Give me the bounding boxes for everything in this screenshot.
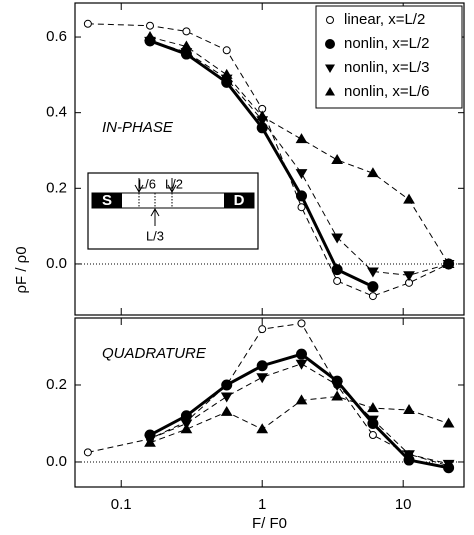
arrow	[167, 178, 177, 194]
x-tick-label: 10	[395, 496, 412, 513]
series-line	[149, 363, 449, 465]
y-axis-label: ρF / ρ0	[13, 246, 30, 293]
marker	[180, 423, 193, 434]
marker	[297, 319, 306, 328]
marker	[83, 19, 92, 28]
marker	[295, 133, 308, 144]
y-tick-label: 0.2	[46, 179, 67, 196]
legend-marker	[325, 39, 335, 49]
annotation: QUADRATURE	[102, 345, 207, 362]
legend-marker	[325, 87, 335, 96]
marker	[144, 436, 156, 447]
inset-diagram	[87, 172, 259, 250]
marker	[256, 423, 269, 434]
marker	[333, 276, 342, 285]
legend-frame	[315, 5, 463, 109]
marker	[403, 193, 415, 204]
marker	[180, 40, 193, 51]
x-tick-label: 0.1	[111, 496, 132, 513]
legend-label: linear, x=L/2	[344, 11, 425, 28]
y-tick-label: 0.0	[46, 255, 67, 272]
plot-frame	[74, 317, 465, 488]
marker	[297, 203, 306, 212]
marker	[182, 27, 191, 36]
inset-label: L/2	[165, 176, 183, 191]
arrow	[150, 207, 160, 226]
plot-frame	[74, 2, 465, 316]
marker	[220, 405, 233, 416]
marker	[367, 281, 379, 293]
marker	[367, 402, 379, 413]
marker	[331, 153, 344, 164]
legend-label: nonlin, x=L/2	[344, 35, 429, 52]
marker	[442, 417, 455, 428]
marker	[180, 410, 192, 422]
source-contact	[92, 193, 122, 208]
legend-marker	[325, 64, 335, 73]
legend-label: nonlin, x=L/3	[344, 59, 429, 76]
series-line	[87, 23, 449, 297]
y-tick-label: 0.2	[46, 376, 67, 393]
marker	[331, 380, 344, 391]
marker	[256, 360, 268, 372]
inset-label: L/3	[146, 228, 164, 243]
marker	[256, 373, 269, 384]
marker	[295, 394, 308, 405]
marker	[144, 31, 156, 42]
marker	[331, 233, 344, 244]
marker	[368, 431, 377, 440]
drain-contact	[224, 193, 254, 208]
marker	[146, 21, 155, 30]
marker	[258, 325, 267, 334]
marker	[368, 292, 377, 301]
marker	[221, 379, 233, 391]
series-line	[149, 36, 450, 265]
inset-label: S	[102, 192, 112, 209]
marker	[442, 257, 455, 268]
marker	[295, 169, 308, 180]
marker	[403, 404, 415, 415]
marker	[83, 448, 92, 457]
marker	[442, 459, 455, 470]
inset-frame	[87, 172, 259, 250]
marker	[220, 392, 233, 403]
y-tick-label: 0.0	[46, 453, 67, 470]
y-tick-label: 0.6	[46, 28, 67, 45]
legend-label: nonlin, x=L/6	[344, 83, 429, 100]
inset-label: L/6	[138, 176, 156, 191]
marker	[403, 450, 415, 461]
marker	[331, 264, 343, 276]
marker	[222, 46, 231, 55]
marker	[296, 348, 308, 360]
x-axis-label: F/ F0	[252, 515, 287, 532]
arrow	[134, 178, 144, 194]
marker	[331, 390, 344, 401]
series-line	[87, 322, 449, 467]
x-tick-label: 1	[258, 496, 266, 513]
series-line	[149, 40, 449, 276]
marker	[403, 271, 415, 282]
inset-label: D	[234, 192, 245, 209]
marker	[256, 110, 269, 121]
marker	[295, 359, 308, 370]
annotation: IN-PHASE	[102, 119, 174, 136]
marker	[296, 190, 308, 202]
marker	[367, 267, 379, 278]
marker	[220, 68, 233, 79]
marker	[367, 167, 379, 178]
legend-marker	[326, 16, 334, 24]
marker	[367, 415, 379, 426]
y-tick-label: 0.4	[46, 104, 67, 121]
